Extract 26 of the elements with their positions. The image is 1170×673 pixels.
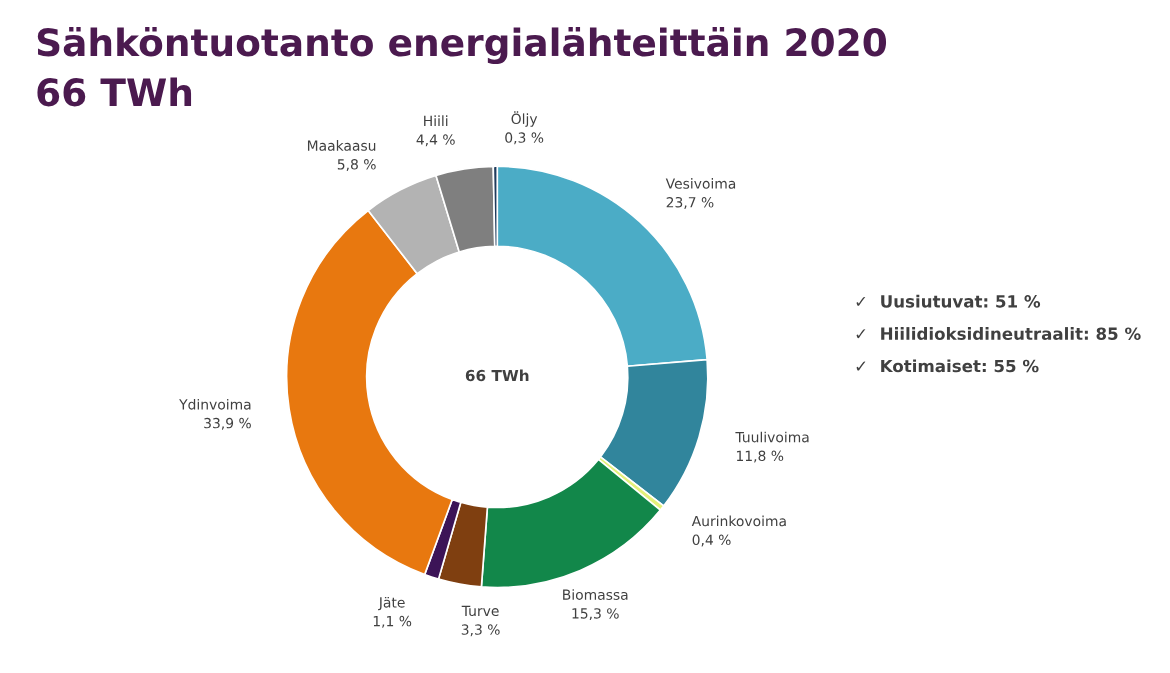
text: ✓ Hiilidioksidineutraalit: 85 % — [856, 327, 1141, 340]
data-label: 5,8 % — [337, 159, 376, 171]
text: 66 TWh — [465, 369, 529, 382]
chart-subtitle: 66 TWh — [37, 77, 192, 107]
data-label: 3,3 % — [461, 624, 500, 637]
slice-label: Jäte — [378, 596, 405, 611]
data-label: 0,3 % — [505, 132, 544, 145]
text: ✓ Kotimaiset: 55 % — [856, 359, 1039, 373]
data-label: 23,7 % — [666, 197, 714, 209]
slice-label: Vesivoima — [665, 178, 736, 189]
slice-label: Biomassa — [563, 589, 628, 600]
data-label: 0,4 % — [692, 534, 731, 547]
slice-label: Öljy — [511, 111, 538, 127]
chart-title: Sähköntuotanto energialähteittäin 2020 — [37, 26, 887, 65]
data-label: 11,8 % — [736, 450, 784, 463]
data-label: 33,9 % — [204, 417, 251, 430]
slice-label: Turve — [461, 605, 499, 617]
text: ✓ Uusiutuvat: 51 % — [856, 294, 1041, 308]
slice-label: Maakaasu — [307, 140, 376, 151]
data-label: 1,1 % — [373, 615, 412, 628]
data-label: 4,4 % — [416, 134, 455, 147]
slice-label: Tuulivoima — [735, 431, 809, 443]
slice-label: Ydinvoima — [179, 398, 251, 410]
data-label: 15,3 % — [572, 608, 619, 621]
slice-label: Hiili — [424, 115, 448, 126]
slice-label: Aurinkovoima — [691, 515, 786, 527]
